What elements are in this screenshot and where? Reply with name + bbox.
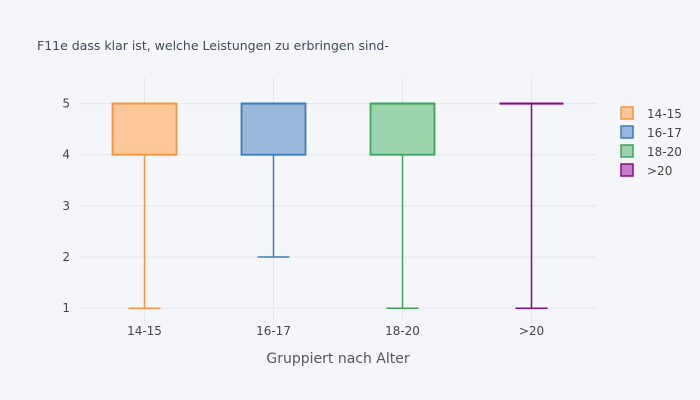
iqr-box [240, 102, 307, 156]
x-axis-ticks: 14-15 16-17 18-20 >20 [127, 324, 544, 338]
legend-item[interactable]: 18-20 [620, 144, 682, 159]
x-axis-label: Gruppiert nach Alter [266, 351, 409, 367]
legend-item[interactable]: 14-15 [620, 106, 682, 121]
legend-label: 18-20 [647, 145, 682, 159]
y-tick-label: 3 [62, 199, 70, 213]
y-tick-label: 1 [62, 301, 70, 315]
y-axis-ticks: 1 2 3 4 5 [62, 97, 70, 316]
y-tick-label: 4 [62, 148, 70, 162]
chart-title: F11e dass klar ist, welche Leistungen zu… [37, 38, 389, 53]
legend-swatch [620, 144, 634, 158]
y-tick-label: 5 [62, 97, 70, 111]
x-tick-label: >20 [519, 324, 544, 338]
legend-swatch [620, 106, 634, 120]
x-tick-label: 18-20 [385, 324, 420, 338]
legend-label: 16-17 [647, 126, 682, 140]
x-tick-label: 16-17 [256, 324, 291, 338]
legend-label: 14-15 [647, 107, 682, 121]
legend-swatch [620, 125, 634, 139]
box-3 [369, 102, 436, 309]
box-series [111, 102, 564, 309]
legend-label: >20 [647, 164, 672, 178]
box-1 [111, 102, 178, 309]
iqr-box [369, 102, 436, 156]
box-2 [240, 102, 307, 258]
legend[interactable]: 14-15 16-17 18-20 >20 [620, 106, 682, 178]
y-tick-label: 2 [62, 250, 70, 264]
legend-item[interactable]: 16-17 [620, 125, 682, 140]
box-4 [499, 102, 564, 309]
iqr-box [111, 102, 178, 156]
legend-swatch [620, 163, 634, 177]
legend-item[interactable]: >20 [620, 163, 672, 178]
x-tick-label: 14-15 [127, 324, 162, 338]
